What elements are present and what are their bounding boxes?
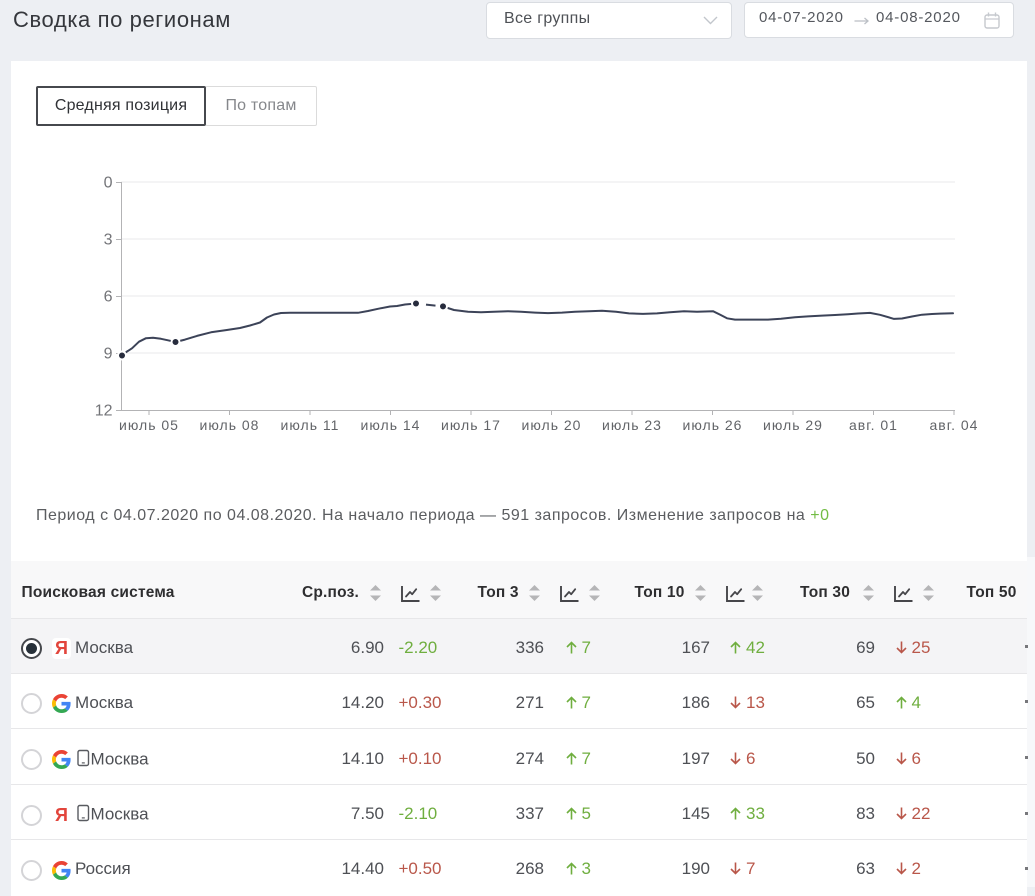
svg-text:июль 05: июль 05 [119,417,179,433]
svg-text:июль 29: июль 29 [763,417,823,433]
svg-text:0: 0 [104,175,113,192]
svg-text:июль 26: июль 26 [683,417,743,433]
svg-text:июль 23: июль 23 [602,417,662,433]
svg-text:авг. 01: авг. 01 [849,417,898,433]
svg-text:12: 12 [95,403,113,420]
svg-text:июль 14: июль 14 [361,417,421,433]
svg-text:3: 3 [104,232,113,249]
svg-text:авг. 04: авг. 04 [930,417,979,433]
svg-text:июль 17: июль 17 [441,417,501,433]
svg-text:июль 11: июль 11 [281,417,340,433]
svg-text:9: 9 [104,346,113,363]
svg-text:июль 08: июль 08 [200,417,260,433]
svg-text:6: 6 [104,289,113,306]
svg-text:июль 20: июль 20 [522,417,582,433]
